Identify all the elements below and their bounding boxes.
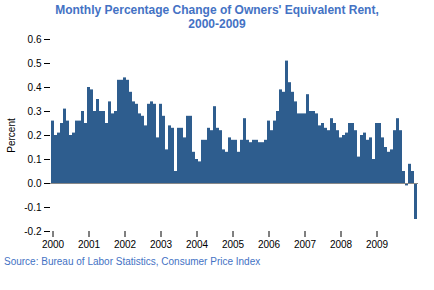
svg-text:2001: 2001 (78, 239, 101, 250)
svg-text:2006: 2006 (258, 239, 281, 250)
svg-text:0.3: 0.3 (28, 106, 42, 117)
svg-text:2002: 2002 (114, 239, 137, 250)
svg-text:2008: 2008 (330, 239, 353, 250)
svg-text:2009: 2009 (366, 239, 389, 250)
svg-text:0.5: 0.5 (28, 58, 42, 69)
svg-text:0.0: 0.0 (28, 178, 42, 189)
html-text:Source: Bureau of Labor Statis: Source: Bureau of Labor Statistics, Cons… (4, 256, 261, 267)
html-text:Monthly Percentage Change of O: Monthly Percentage Change of Owners' Equ… (55, 3, 379, 17)
svg-text:-0.2: -0.2 (24, 226, 42, 237)
svg-text:0.2: 0.2 (28, 130, 42, 141)
svg-text:2005: 2005 (222, 239, 245, 250)
svg-text:2000: 2000 (42, 239, 65, 250)
svg-text:2007: 2007 (294, 239, 317, 250)
svg-text:Percent: Percent (6, 118, 17, 153)
html-text:2000-2009: 2000-2009 (188, 17, 246, 31)
svg-text:0.1: 0.1 (28, 154, 42, 165)
svg-text:-0.1: -0.1 (24, 202, 42, 213)
svg-text:0.6: 0.6 (28, 34, 42, 45)
svg-text:2004: 2004 (186, 239, 209, 250)
svg-text:2003: 2003 (150, 239, 173, 250)
svg-text:0.4: 0.4 (28, 82, 42, 93)
